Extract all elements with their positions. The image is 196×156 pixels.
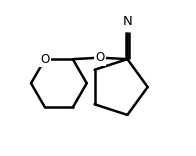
Text: O: O — [40, 53, 50, 66]
Text: O: O — [95, 51, 105, 64]
Text: N: N — [122, 15, 132, 28]
